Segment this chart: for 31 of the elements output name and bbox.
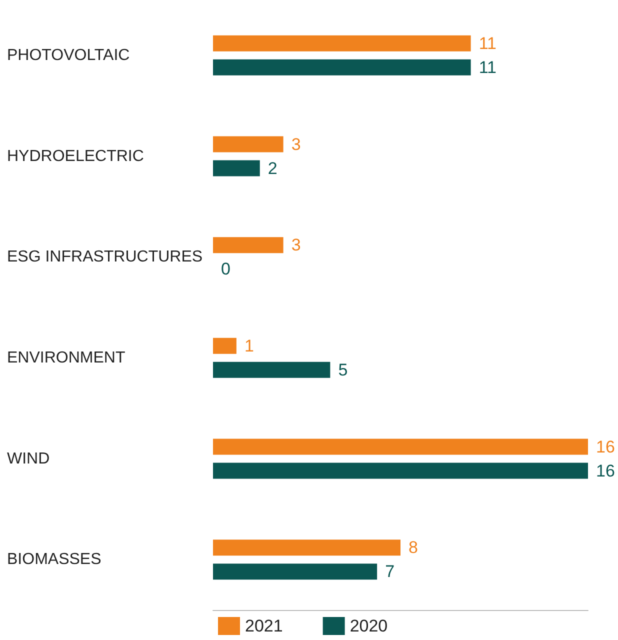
legend-label: 2021 xyxy=(245,616,283,636)
data-label: 3 xyxy=(291,134,301,154)
bar xyxy=(213,160,260,176)
bar xyxy=(213,59,471,76)
data-label: 16 xyxy=(596,437,615,456)
legend-label: 2020 xyxy=(350,616,388,636)
bar xyxy=(213,462,588,479)
y-tick-label: BIOMASSES xyxy=(7,551,102,568)
bar xyxy=(213,540,400,556)
bar xyxy=(213,438,588,455)
bar xyxy=(213,564,378,580)
data-label: 11 xyxy=(478,58,496,77)
data-label: 1 xyxy=(244,336,254,356)
data-label: 7 xyxy=(385,562,395,582)
data-label: 0 xyxy=(221,260,230,279)
data-label: 2 xyxy=(268,158,278,178)
y-tick-label: WIND xyxy=(7,450,50,468)
bar xyxy=(213,338,236,354)
data-label: 16 xyxy=(596,461,615,480)
data-label: 3 xyxy=(291,236,301,255)
y-tick-label: ESG INFRASTRUCTURES xyxy=(7,248,203,266)
y-tick-label: HYDROELECTRIC xyxy=(7,148,144,165)
bar xyxy=(213,237,284,254)
data-label: 8 xyxy=(408,538,418,558)
bar xyxy=(213,136,284,152)
y-tick-label: PHOTOVOLTAIC xyxy=(7,46,130,64)
data-label: 11 xyxy=(478,34,496,53)
bar xyxy=(213,362,330,378)
y-tick-label: ENVIRONMENT xyxy=(7,349,126,366)
bar xyxy=(213,35,471,52)
data-label: 5 xyxy=(338,360,348,380)
